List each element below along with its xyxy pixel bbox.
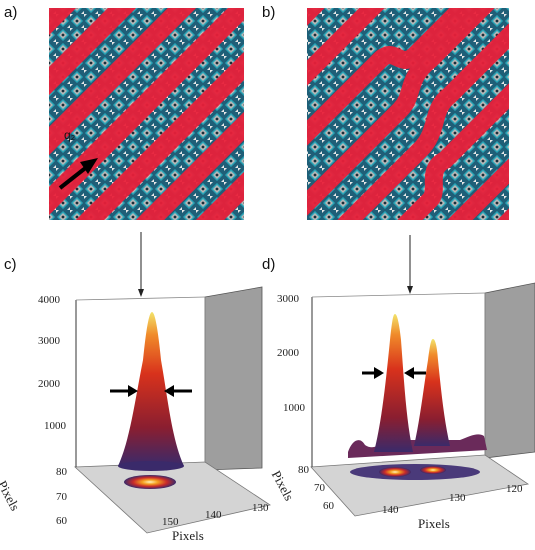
panel-b-label: b) [262,4,276,21]
panel-d-back-wall [484,282,535,459]
panel-c-x-axis-label: Pixels [172,528,204,543]
panel-c-y-tick: 80 [56,466,67,478]
panel-c-back-wall [204,286,263,471]
panel-d-z-tick: 1000 [283,402,305,414]
panel-d-fwhm-arrows [362,367,426,379]
panel-d-x-axis-label: Pixels [418,516,450,531]
panel-d-label: d) [262,256,276,273]
panel-c-peak [118,312,184,466]
panel-b-stripes [307,8,509,220]
panel-c-y-tick: 60 [56,515,67,527]
arrow-b-to-d-head [407,286,413,294]
panel-b-lattice [307,8,509,220]
panel-d-y-tick: 60 [323,500,334,512]
panel-d-peak-2 [414,339,450,446]
panel-d-y-tick: 70 [314,482,325,494]
panel-d-x-tick: 140 [382,504,399,516]
panel-d-z-tick: 3000 [277,293,299,305]
panel-c-spot [124,475,176,489]
panel-c-y-tick: 70 [56,491,67,503]
panel-d-peak-1 [374,314,413,452]
panel-d-x-tick: 130 [449,492,466,504]
arrow-a-to-c-head [138,289,144,297]
panel-c-x-tick: 130 [252,502,269,514]
panel-d-y-tick: 80 [298,464,309,476]
panel-a-stripes [49,8,244,220]
panel-d-x-tick: 120 [506,483,523,495]
panel-c-z-tick: 1000 [44,420,66,432]
panel-d-base-plateau [348,434,487,458]
q-vector-arrow [58,164,90,190]
panel-c-z-tick: 4000 [38,294,60,306]
panel-d-plot [310,282,535,517]
panel-c-fwhm-arrows [110,385,192,397]
panel-c-z-tick: 2000 [38,378,60,390]
q-vector-arrowhead [80,158,98,174]
panel-c-x-tick: 150 [162,516,179,528]
panel-d-spots-band [350,464,480,480]
panel-d-z-tick: 2000 [277,347,299,359]
panel-a-lattice [49,8,244,220]
panel-c-plot [74,286,272,534]
panel-c-z-tick: 3000 [38,335,60,347]
q-vector-label: q₂ [64,128,76,142]
panel-a-label: a) [4,4,18,21]
panel-c-label: c) [4,256,17,273]
panel-c-x-tick: 140 [205,509,222,521]
